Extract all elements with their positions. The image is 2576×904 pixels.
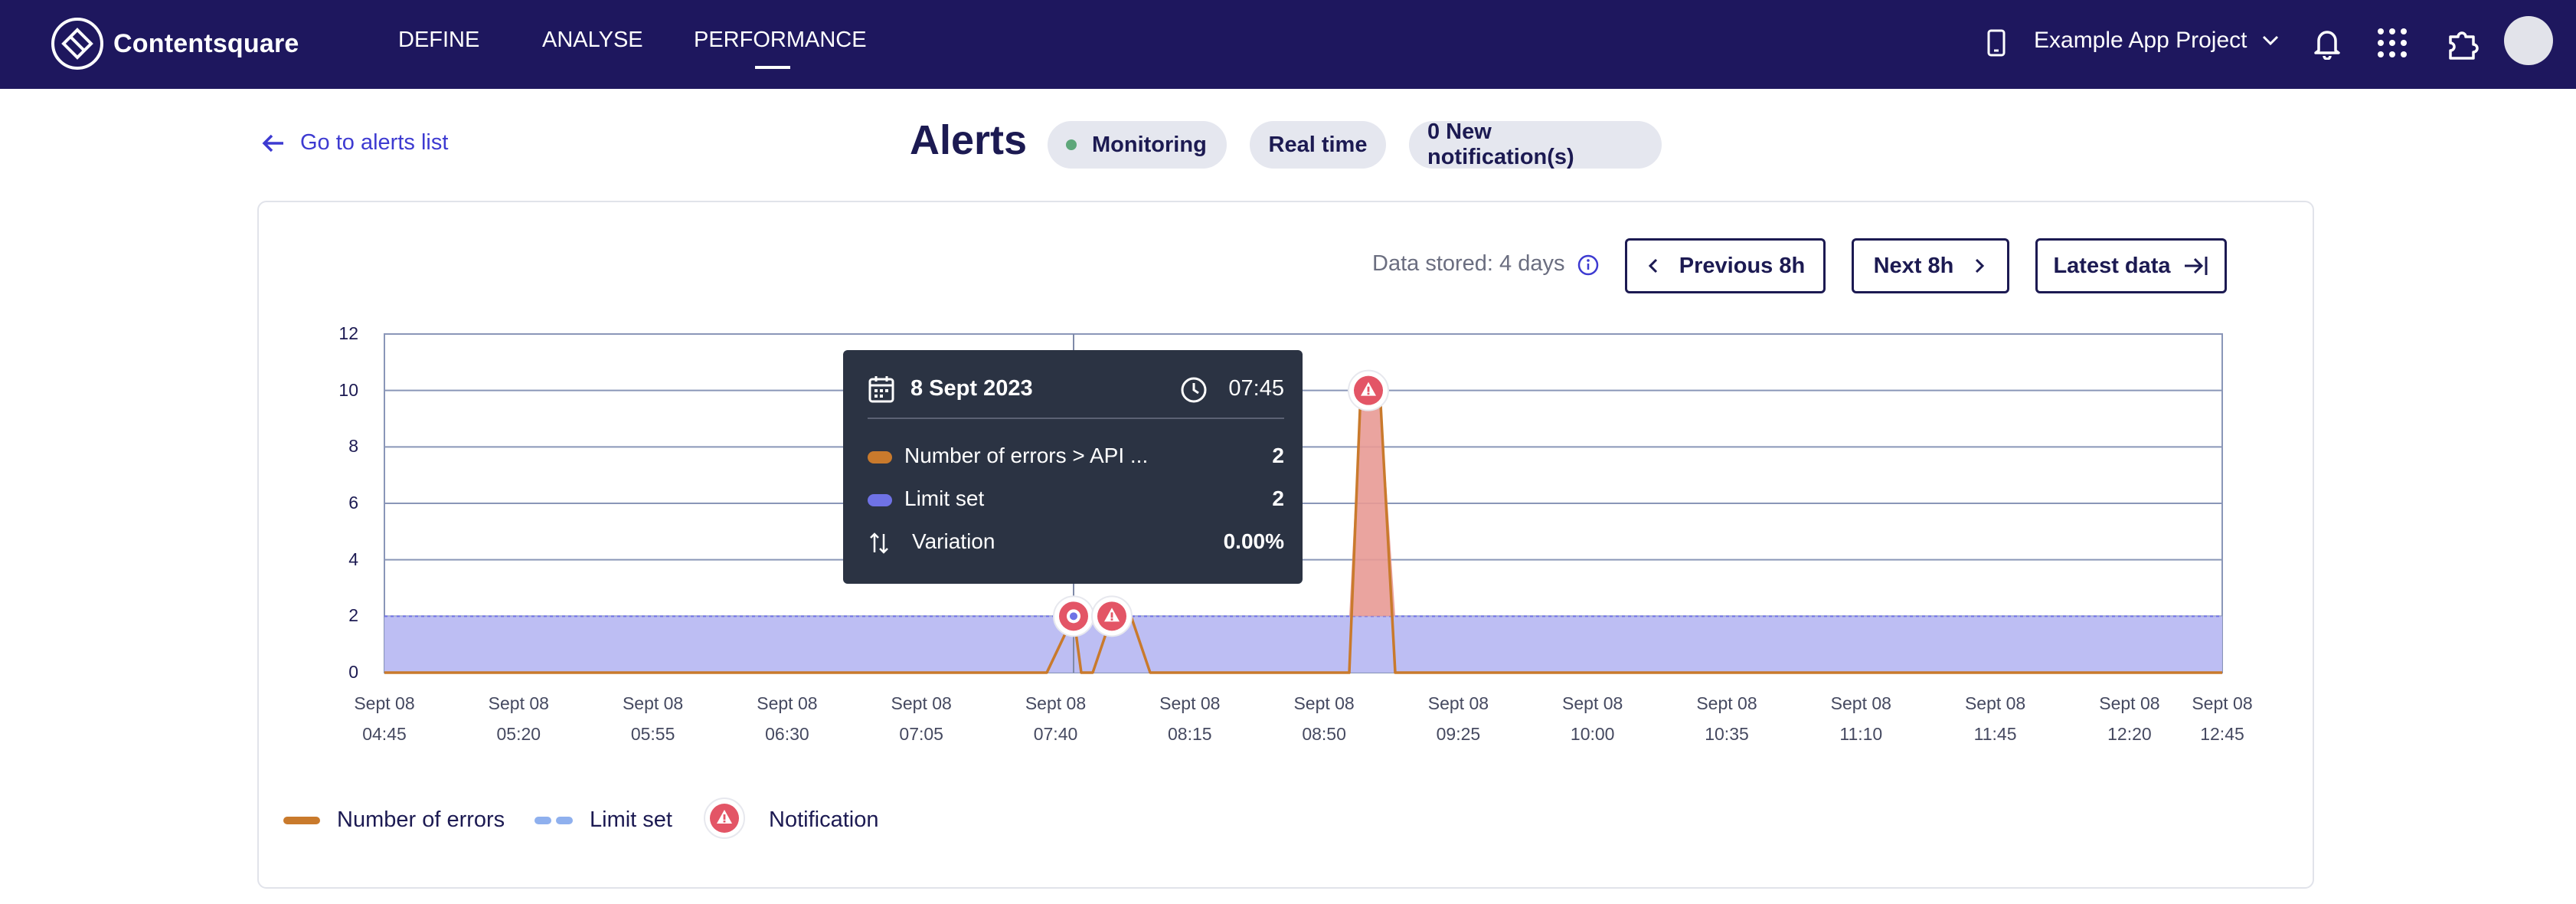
project-selector[interactable]: Example App Project — [2034, 28, 2247, 53]
calendar-icon — [868, 376, 894, 403]
brand-logo[interactable]: Contentsquare — [51, 17, 299, 70]
alert-dot — [1110, 618, 1113, 621]
status-dot-icon — [1066, 139, 1077, 150]
y-tick-label: 0 — [348, 662, 358, 682]
x-tick-label: Sept 08 08:15 — [1159, 693, 1221, 744]
limit-swatch-icon — [868, 494, 892, 506]
user-avatar[interactable] — [2504, 16, 2553, 65]
limit-legend-swatch-icon — [534, 817, 573, 824]
tooltip-time: 07:45 — [1228, 376, 1284, 401]
x-tick-label: Sept 08 07:40 — [1025, 693, 1087, 744]
tooltip-limit-value: 2 — [1272, 486, 1284, 510]
page-title: Alerts — [910, 117, 1028, 163]
tooltip-variation-value: 0.00% — [1223, 529, 1284, 553]
x-tick-label: Sept 08 11:10 — [1830, 693, 1891, 744]
brand-name: Contentsquare — [113, 28, 299, 58]
notifications-badge-label: 0 New notification(s) — [1427, 120, 1574, 169]
next-8h-button[interactable]: Next 8h — [1852, 238, 2009, 293]
y-tick-label: 2 — [348, 605, 358, 626]
chevron-right-icon — [1976, 258, 1985, 273]
alert-mark — [1367, 386, 1370, 392]
tooltip-row-limit: Limit set 2 — [868, 485, 1284, 516]
errors-legend-swatch-icon — [283, 817, 320, 824]
limit-area — [384, 616, 2222, 673]
x-tick-label: Sept 08 05:55 — [622, 693, 684, 744]
contentsquare-logo-icon — [51, 18, 103, 70]
tooltip-divider — [868, 418, 1284, 419]
notification-legend-icon — [704, 798, 745, 839]
tooltip-date: 8 Sept 2023 — [910, 376, 1033, 401]
tooltip-errors-label: Number of errors > API ... — [904, 444, 1149, 467]
previous-button-label: Previous 8h — [1679, 253, 1806, 278]
arrow-to-end-icon — [2184, 257, 2208, 275]
tooltip-errors-value: 2 — [1272, 444, 1284, 467]
y-tick-label: 8 — [348, 436, 358, 457]
arrow-left-icon — [262, 134, 283, 152]
legend-errors-label: Number of errors — [337, 807, 505, 832]
puzzle-extension-icon[interactable] — [2444, 25, 2481, 65]
back-link-label: Go to alerts list — [300, 130, 449, 155]
top-navigation-bar: Contentsquare DEFINE ANALYSE PERFORMANCE… — [0, 0, 2576, 89]
legend-notification-label: Notification — [769, 807, 879, 832]
latest-data-button[interactable]: Latest data — [2035, 238, 2227, 293]
x-tick-label: Sept 08 10:35 — [1696, 693, 1757, 744]
x-tick-label: Sept 08 07:05 — [891, 693, 952, 744]
y-tick-label: 6 — [348, 493, 358, 513]
back-to-alerts-link[interactable]: Go to alerts list — [262, 130, 448, 156]
bell-icon[interactable] — [2313, 26, 2342, 64]
y-tick-label: 12 — [338, 323, 358, 343]
tooltip-row-variation: Variation 0.00% — [868, 528, 1284, 558]
x-tick-label: Sept 08 06:30 — [757, 693, 818, 744]
nav-performance[interactable]: PERFORMANCE — [694, 28, 867, 69]
previous-8h-button[interactable]: Previous 8h — [1625, 238, 1826, 293]
errors-swatch-icon — [868, 451, 892, 463]
nav-define[interactable]: DEFINE — [398, 28, 480, 52]
info-icon[interactable] — [1577, 254, 1599, 280]
realtime-badge: Real time — [1250, 121, 1386, 169]
x-tick-label: Sept 08 05:20 — [488, 693, 549, 744]
x-tick-label: Sept 08 12:20 — [2099, 693, 2160, 744]
status-badge-label: Monitoring — [1092, 132, 1207, 157]
status-badge-monitoring: Monitoring — [1048, 121, 1227, 169]
x-tick-label: Sept 08 04:45 — [354, 693, 415, 744]
notifications-badge: 0 New notification(s) — [1409, 120, 1662, 169]
y-tick-label: 4 — [348, 549, 358, 569]
tooltip-row-errors: Number of errors > API ... 2 — [868, 442, 1284, 473]
tooltip-variation-label: Variation — [912, 529, 995, 553]
chart-tooltip: 8 Sept 2023 07:45 Number of errors > API… — [843, 350, 1303, 584]
legend-limit-label: Limit set — [590, 807, 672, 832]
chevron-down-icon[interactable] — [2261, 34, 2280, 51]
x-tick-label: Sept 08 08:50 — [1293, 693, 1355, 744]
apps-grid-icon[interactable] — [2377, 28, 2408, 62]
realtime-badge-label: Real time — [1268, 132, 1368, 157]
data-stored-label: Data stored: 4 days — [1372, 251, 1565, 276]
x-tick-label: Sept 08 09:25 — [1427, 693, 1489, 744]
nav-analyse[interactable]: ANALYSE — [542, 28, 643, 52]
clock-icon — [1181, 377, 1207, 403]
alert-dot — [1367, 392, 1370, 395]
mobile-device-icon — [1986, 29, 2006, 61]
latest-button-label: Latest data — [2053, 253, 2171, 278]
variation-arrows-icon — [870, 532, 888, 554]
y-tick-label: 10 — [338, 379, 358, 400]
chevron-left-icon — [1648, 258, 1657, 273]
x-tick-label: Sept 08 10:00 — [1562, 693, 1623, 744]
selected-marker-dot — [1070, 612, 1077, 621]
next-button-label: Next 8h — [1873, 253, 1954, 278]
tooltip-limit-label: Limit set — [904, 486, 985, 510]
x-tick-label: Sept 08 11:45 — [1964, 693, 2026, 744]
alert-mark — [1110, 612, 1113, 618]
x-tick-label: Sept 08 12:45 — [2192, 693, 2253, 744]
